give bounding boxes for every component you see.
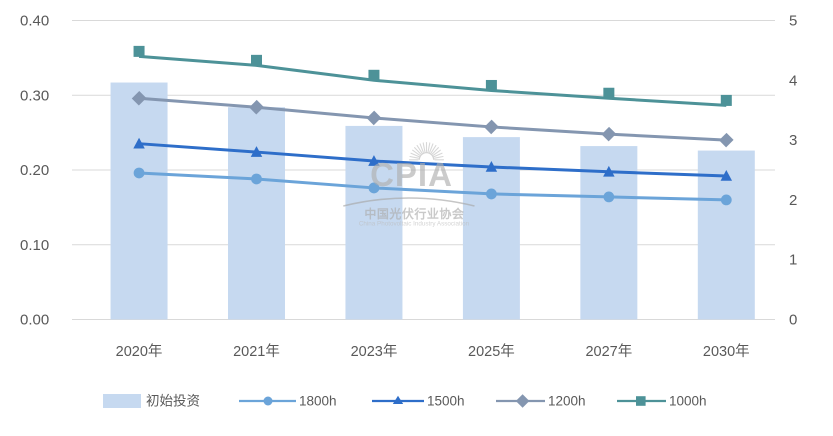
svg-text:初始投资: 初始投资 — [146, 393, 200, 409]
svg-text:2020年: 2020年 — [116, 343, 163, 360]
svg-text:1200h: 1200h — [548, 394, 586, 409]
svg-text:1000h: 1000h — [669, 394, 707, 409]
svg-text:2021年: 2021年 — [233, 343, 280, 360]
svg-text:0.20: 0.20 — [20, 162, 49, 179]
svg-text:3: 3 — [789, 132, 797, 149]
svg-text:0: 0 — [789, 312, 797, 329]
svg-text:2027年: 2027年 — [585, 343, 632, 360]
svg-text:China Photovoltaic Industry As: China Photovoltaic Industry Association — [359, 220, 470, 227]
svg-text:5: 5 — [789, 13, 797, 30]
svg-text:2023年: 2023年 — [351, 343, 398, 360]
svg-text:2: 2 — [789, 192, 797, 209]
svg-text:1500h: 1500h — [427, 394, 465, 409]
svg-text:0.30: 0.30 — [20, 87, 49, 104]
svg-text:中国光伏行业协会: 中国光伏行业协会 — [364, 206, 465, 221]
svg-text:1800h: 1800h — [299, 394, 337, 409]
svg-text:0.40: 0.40 — [20, 13, 49, 30]
svg-text:0.10: 0.10 — [20, 237, 49, 254]
svg-text:2025年: 2025年 — [468, 343, 515, 360]
svg-text:2030年: 2030年 — [703, 343, 750, 360]
svg-text:4: 4 — [789, 72, 797, 89]
svg-text:CPIA: CPIA — [370, 156, 453, 193]
svg-text:1: 1 — [789, 252, 797, 269]
svg-text:0.00: 0.00 — [20, 312, 49, 329]
